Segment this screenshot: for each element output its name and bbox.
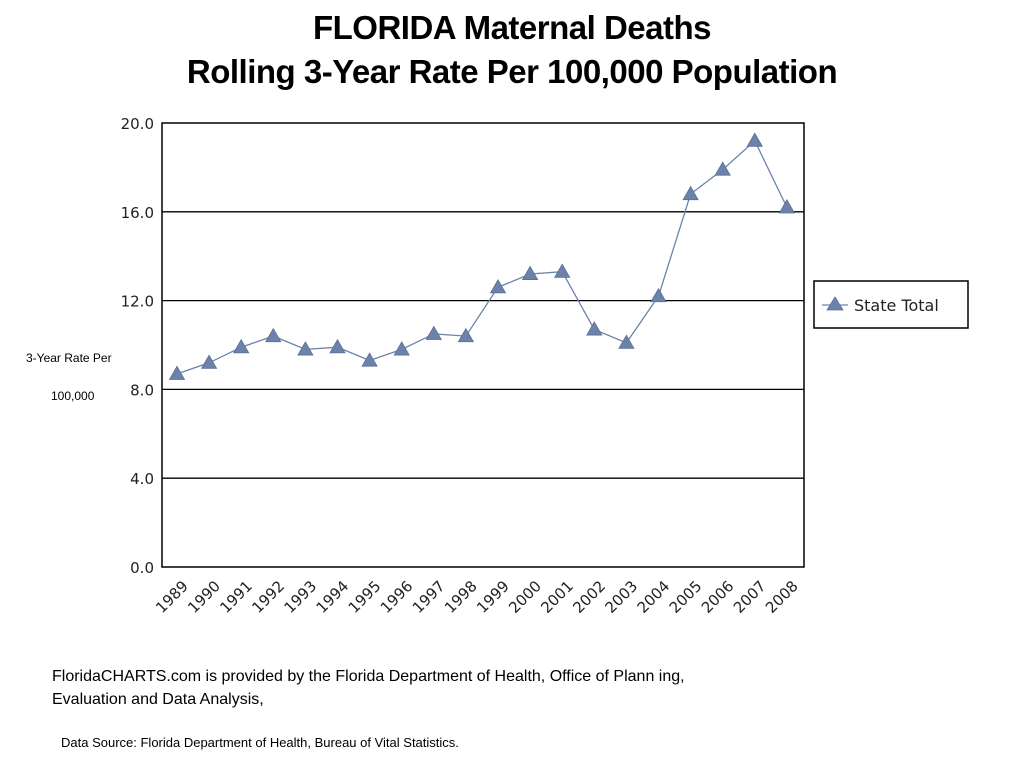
x-tick-label: 1995 — [345, 577, 385, 617]
x-tick-label: 1989 — [152, 577, 192, 617]
x-tick-label: 2007 — [730, 577, 770, 617]
data-point-marker — [682, 185, 699, 201]
x-tick-label: 1998 — [441, 577, 481, 617]
y-tick-label: 16.0 — [121, 204, 154, 222]
x-tick-label: 1999 — [473, 577, 513, 617]
plot-area — [162, 123, 804, 567]
data-point-marker — [650, 287, 667, 303]
x-tick-label: 1991 — [216, 577, 256, 617]
data-point-marker — [618, 334, 635, 349]
chart-title-block: FLORIDA Maternal Deaths Rolling 3-Year R… — [0, 6, 1024, 94]
x-tick-label: 2008 — [762, 577, 802, 617]
legend-marker — [826, 296, 844, 311]
x-tick-label: 2004 — [634, 577, 674, 617]
data-source-note: Data Source: Florida Department of Healt… — [61, 735, 459, 750]
data-point-marker — [554, 263, 571, 278]
y-tick-label: 4.0 — [130, 470, 154, 488]
data-point-marker — [521, 265, 539, 280]
data-point-marker — [297, 341, 314, 356]
data-point-marker — [393, 341, 410, 356]
data-point-marker — [233, 338, 250, 354]
chart-subtitle: Rolling 3-Year Rate Per 100,000 Populati… — [186, 53, 838, 90]
data-point-marker — [200, 354, 218, 369]
data-point-marker — [714, 161, 731, 176]
data-point-marker — [586, 321, 603, 336]
y-tick-label: 12.0 — [121, 293, 154, 311]
y-tick-label: 20.0 — [121, 115, 154, 133]
x-tick-label: 1997 — [409, 577, 449, 617]
x-tick-label: 1993 — [280, 577, 320, 617]
data-point-marker — [168, 365, 186, 380]
x-tick-label: 2001 — [537, 577, 577, 617]
x-tick-label: 2002 — [569, 577, 609, 617]
y-tick-label: 8.0 — [130, 381, 154, 399]
y-axis-label-line1: 3-Year Rate Per — [26, 351, 112, 365]
footer-note: FloridaCHARTS.com is provided by the Flo… — [52, 668, 685, 708]
x-tick-label: 2000 — [505, 577, 545, 617]
x-tick-label: 2003 — [601, 577, 641, 617]
data-point-marker — [265, 327, 282, 343]
x-tick-label: 1994 — [313, 577, 353, 617]
x-tick-label: 2005 — [666, 577, 706, 617]
data-point-marker — [329, 338, 346, 354]
y-tick-label: 0.0 — [130, 559, 154, 577]
y-axis-label-line2: 100,000 — [51, 389, 95, 403]
data-point-marker — [746, 132, 763, 147]
x-tick-label: 1990 — [184, 577, 224, 617]
data-point-marker — [457, 327, 475, 343]
x-tick-label: 1996 — [377, 577, 417, 617]
data-point-marker — [425, 325, 442, 340]
data-point-marker — [361, 352, 378, 367]
data-point-marker — [489, 278, 507, 294]
chart-title: FLORIDA Maternal Deaths — [312, 9, 712, 46]
x-tick-label: 1992 — [248, 577, 288, 617]
legend-label-state-total: State Total — [854, 296, 939, 315]
plot-frame — [161, 122, 805, 568]
data-point-marker — [778, 199, 796, 214]
x-tick-label: 2006 — [698, 577, 738, 617]
